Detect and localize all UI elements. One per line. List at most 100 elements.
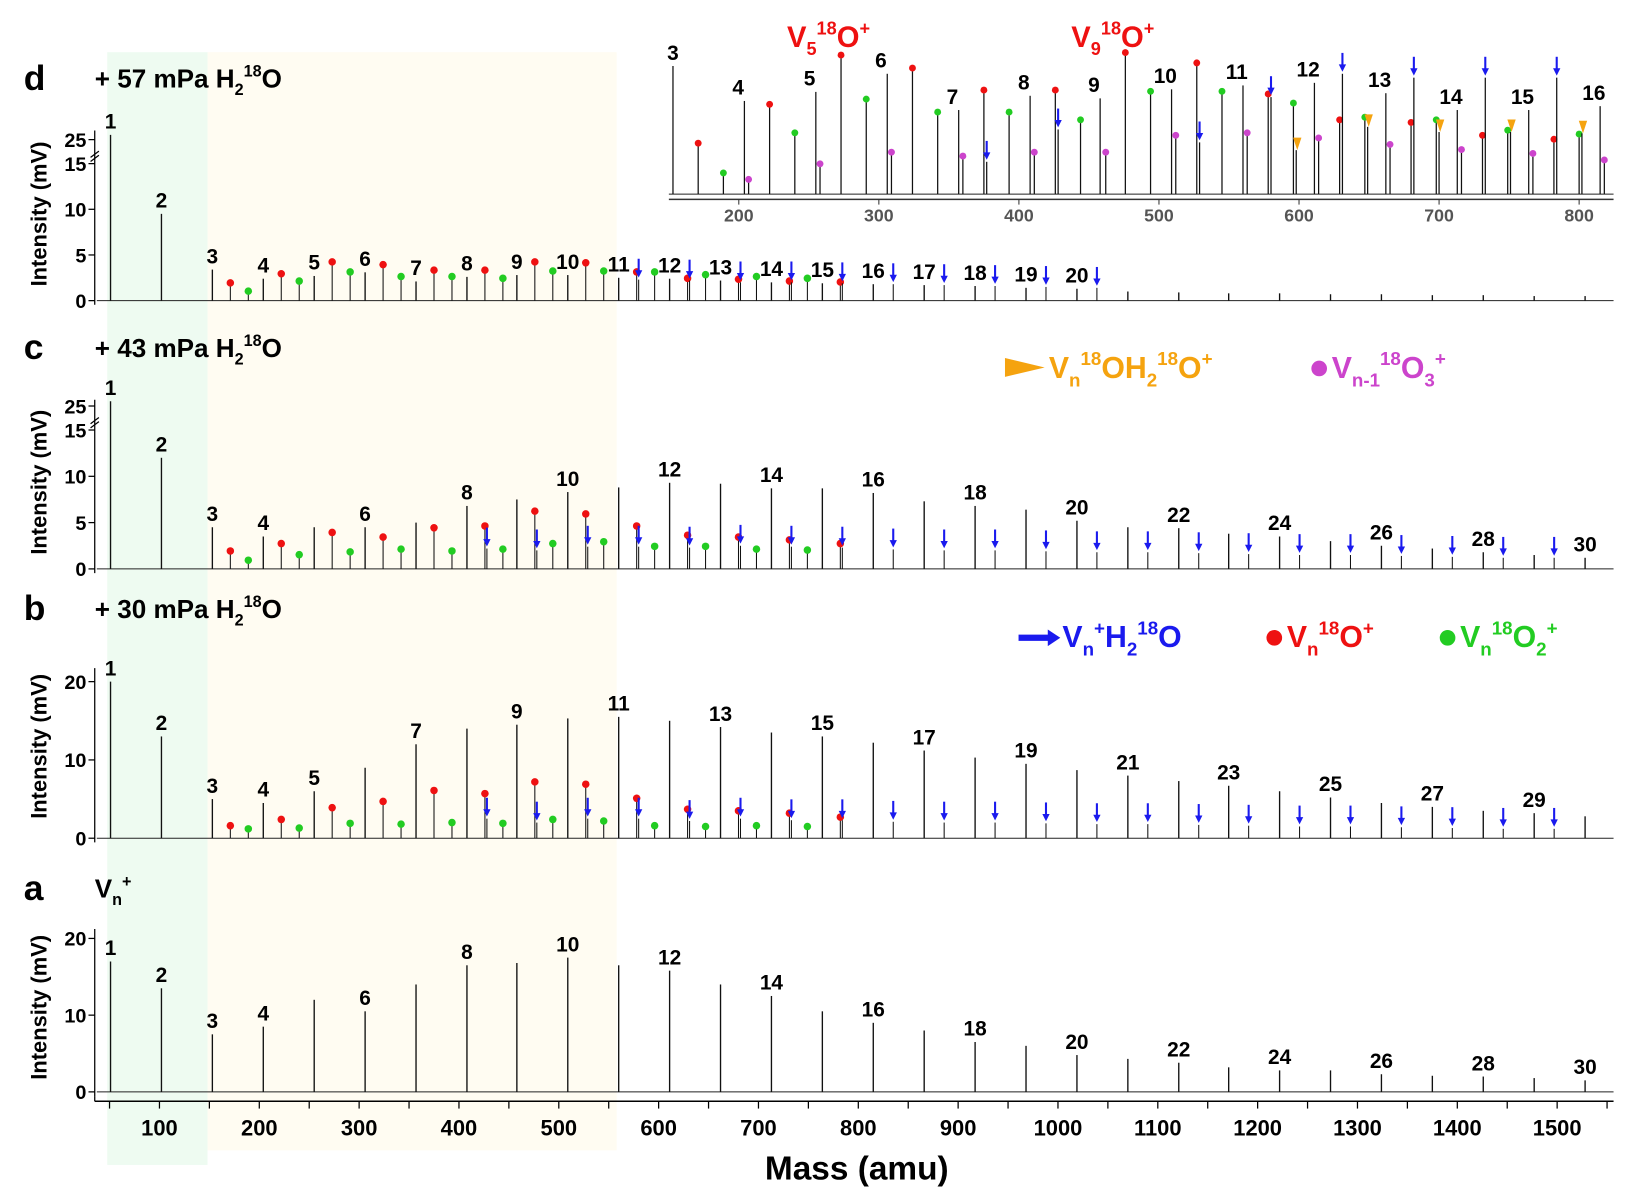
- arrow-head: [635, 270, 643, 278]
- inset-dot-marker: [766, 100, 774, 108]
- arrow-head: [584, 537, 592, 545]
- inset-dot-marker: [1005, 108, 1013, 116]
- peak-label: 10: [556, 468, 579, 491]
- peak-label: 24: [1268, 512, 1292, 535]
- inset-peak-label: 9: [1088, 74, 1100, 97]
- inset-dot-marker: [1386, 140, 1394, 148]
- blue-arrow-marker: [991, 265, 999, 284]
- x-tick-label: 800: [840, 1116, 877, 1141]
- legend-label-part: O: [1339, 621, 1363, 654]
- y-tick-label: 25: [64, 130, 86, 152]
- peak-label: 15: [811, 712, 835, 735]
- panel-title-part: 18: [244, 63, 262, 81]
- inset-blue-arrow-marker: [1553, 56, 1561, 76]
- arrow-head: [685, 811, 694, 819]
- arrow-head: [1195, 815, 1203, 823]
- inset-dot-marker: [791, 129, 799, 137]
- arrow-head: [1553, 68, 1561, 76]
- arrow-head: [1346, 817, 1355, 825]
- green-dot-marker: [244, 556, 253, 564]
- legend-label-part: 2: [1147, 369, 1157, 390]
- green-dot-marker: [295, 550, 303, 559]
- x-tick-label: 100: [141, 1116, 178, 1141]
- peak-label: 2: [156, 964, 168, 987]
- peak-label: 19: [1014, 264, 1037, 287]
- red-dot-marker: [581, 259, 590, 267]
- panel-title: + 30 mPa H218O: [95, 593, 282, 629]
- green-dot-marker: [803, 546, 812, 554]
- blue-arrow-marker: [1397, 806, 1406, 826]
- green-band: [107, 52, 208, 1165]
- x-tick-label: 300: [341, 1116, 378, 1141]
- x-tick-label: 500: [541, 1116, 578, 1141]
- arrow-head: [1195, 543, 1203, 552]
- blue-arrow-marker: [736, 261, 745, 281]
- arrow-head: [1397, 546, 1406, 554]
- arrow-head: [1042, 541, 1050, 550]
- inset-dot-marker: [1600, 156, 1608, 164]
- peak-label: 1: [105, 111, 117, 134]
- peak-label: 18: [964, 262, 987, 285]
- panel-title-part: V: [95, 874, 113, 904]
- peak-label: 3: [207, 775, 219, 798]
- x-tick-label: 1500: [1533, 1116, 1582, 1141]
- blue-arrow-marker: [584, 525, 592, 545]
- y-axis-label: Intensity (mV): [27, 410, 52, 555]
- peak-label: 13: [709, 703, 732, 726]
- red-dot-marker: [226, 821, 235, 830]
- arrow-head: [1054, 120, 1062, 128]
- inset-orange-triangle-marker: [1364, 114, 1373, 127]
- inset-dot-marker: [837, 51, 845, 59]
- peak-label: 28: [1472, 528, 1495, 551]
- inset-annotation-part: 9: [1091, 39, 1101, 59]
- peak-label: 3: [207, 1010, 219, 1033]
- peak-label: 16: [862, 260, 885, 283]
- arrow-head: [736, 536, 745, 544]
- panel-title-part: + 57 mPa H: [95, 64, 235, 94]
- y-tick-label: 15: [64, 154, 86, 176]
- inset-dot-marker: [816, 160, 824, 168]
- blue-arrow-marker: [1042, 802, 1050, 822]
- peak-label: 8: [461, 482, 473, 505]
- panel-title-part: 2: [235, 611, 244, 629]
- y-tick-label: 0: [75, 291, 86, 313]
- inset-dot-marker: [1218, 87, 1226, 95]
- legend-label: Vn18O2+: [1460, 617, 1558, 659]
- x-tick-label: 600: [640, 1116, 677, 1141]
- red-dot-marker: [379, 797, 387, 806]
- arrow-head: [787, 810, 796, 819]
- legend-label-part: 2: [1536, 639, 1546, 660]
- red-dot-marker: [379, 533, 387, 541]
- arrow-head: [1338, 64, 1347, 72]
- legend-label-part: V: [1049, 352, 1069, 385]
- arrow-head: [1550, 819, 1558, 827]
- peak-label: 25: [1319, 773, 1343, 796]
- peak-label: 4: [257, 512, 269, 535]
- peak-label: 14: [760, 258, 784, 281]
- arrow-head: [1267, 87, 1275, 95]
- inset-peak-label: 3: [667, 42, 679, 65]
- legend-label-part: 18: [1157, 348, 1178, 369]
- legend-label-part: H: [1105, 621, 1127, 654]
- inset-orange-triangle-marker: [1507, 119, 1516, 133]
- blue-arrow-marker: [1448, 807, 1456, 826]
- blue-arrow-marker: [1346, 805, 1355, 825]
- inset-dot-marker: [1407, 118, 1415, 126]
- legend-label-part: n: [1480, 639, 1491, 660]
- inset-peak-label: 11: [1226, 61, 1248, 84]
- inset-dot-marker: [1172, 131, 1180, 139]
- red-dot-marker: [531, 507, 539, 515]
- peak-label: 16: [862, 999, 885, 1022]
- arrow-head: [889, 540, 897, 548]
- arrow-head: [787, 272, 796, 281]
- peak-label: 4: [257, 1002, 269, 1025]
- peak-label: 9: [511, 700, 523, 723]
- peak-label: 23: [1217, 762, 1240, 785]
- inset-dot-marker: [1289, 99, 1297, 107]
- green-dot-marker: [448, 547, 456, 555]
- inset-annotation-part: V: [1071, 22, 1091, 54]
- inset-dot-marker: [862, 95, 870, 103]
- green-dot-marker: [244, 825, 253, 833]
- arrow-head: [1410, 68, 1418, 76]
- x-tick-label: 900: [940, 1116, 977, 1141]
